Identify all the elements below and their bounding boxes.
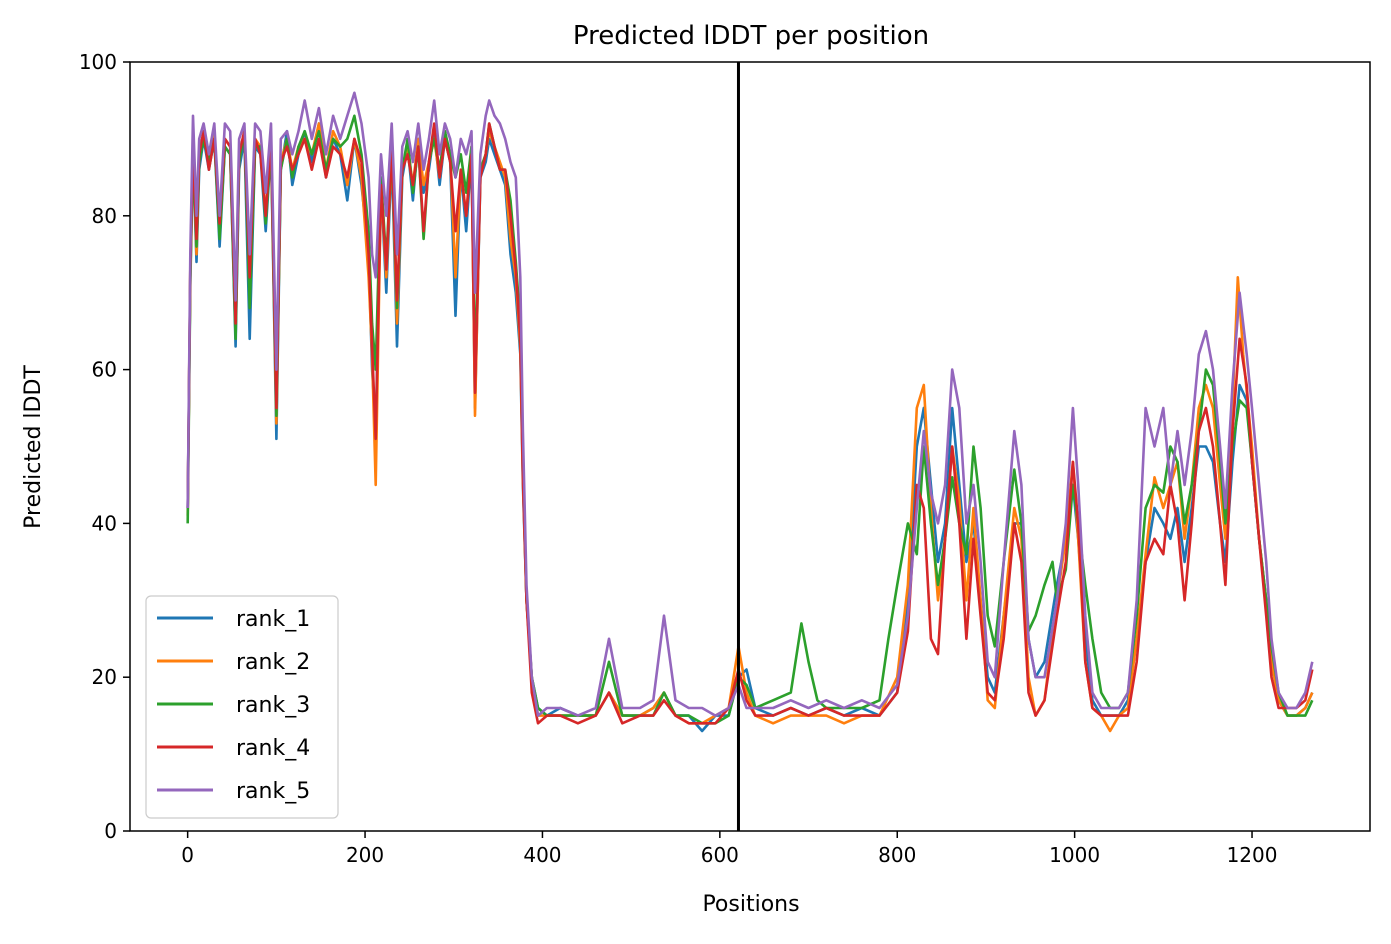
y-tick-label: 100: [79, 50, 117, 74]
y-tick-label: 20: [92, 665, 117, 689]
chart-title: Predicted lDDT per position: [573, 21, 929, 51]
x-axis-label: Positions: [702, 892, 799, 917]
y-axis-ticks: 0 20 40 60 80 100: [79, 50, 130, 843]
legend: rank_1 rank_2 rank_3 rank_4 rank_5: [145, 595, 339, 819]
series-line-rank_4: [186, 122, 1314, 725]
legend-box: [145, 595, 339, 819]
legend-label-rank_5: rank_5: [236, 779, 310, 804]
series-layer: [186, 91, 1314, 733]
x-tick-label: 600: [701, 843, 739, 867]
series-line-rank_5: [186, 91, 1314, 717]
x-axis-ticks: 0 200 400 600 800 1000 1200: [181, 831, 1277, 867]
y-tick-label: 0: [104, 819, 117, 843]
legend-label-rank_3: rank_3: [236, 693, 310, 718]
y-tick-label: 40: [92, 511, 117, 535]
y-tick-label: 60: [92, 358, 117, 382]
x-tick-label: 1200: [1227, 843, 1278, 867]
x-tick-label: 0: [181, 843, 194, 867]
y-axis-label: Predicted lDDT: [21, 365, 46, 529]
plot-frame: [129, 61, 1371, 832]
legend-label-rank_1: rank_1: [236, 607, 310, 632]
y-tick-label: 80: [92, 204, 117, 228]
legend-label-rank_2: rank_2: [236, 650, 310, 675]
x-tick-label: 800: [878, 843, 916, 867]
legend-label-rank_4: rank_4: [236, 736, 310, 761]
x-tick-label: 1000: [1049, 843, 1100, 867]
x-tick-label: 200: [346, 843, 384, 867]
x-tick-label: 400: [523, 843, 561, 867]
